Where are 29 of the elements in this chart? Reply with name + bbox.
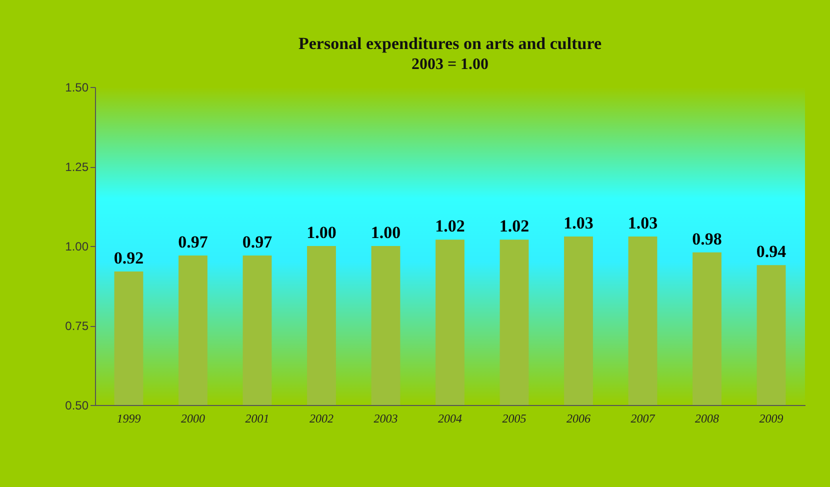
x-tick-label: 2003 <box>374 412 398 426</box>
chart-title: Personal expenditures on arts and culture <box>298 34 602 53</box>
x-tick-label: 2001 <box>245 412 270 426</box>
x-tick-label: 2009 <box>759 412 784 426</box>
y-tick-label: 1.00 <box>65 240 89 254</box>
x-tick-label: 1999 <box>116 412 141 426</box>
data-label: 1.03 <box>564 213 594 232</box>
x-tick-label: 2004 <box>438 412 462 426</box>
data-label: 1.00 <box>306 223 336 242</box>
data-label: 1.03 <box>628 213 658 232</box>
x-tick-label: 2005 <box>502 412 526 426</box>
data-label: 0.94 <box>756 242 787 262</box>
x-tick-label: 2002 <box>309 412 334 426</box>
x-tick-label: 2008 <box>695 412 720 426</box>
x-tick-label: 2000 <box>180 412 205 426</box>
chart-subtitle: 2003 = 1.00 <box>411 56 489 73</box>
data-label: 0.97 <box>178 232 208 252</box>
data-label: 1.02 <box>435 216 465 236</box>
data-label: 0.97 <box>242 232 273 252</box>
y-tick-label: 0.50 <box>65 398 89 412</box>
y-tick-label: 1.25 <box>65 160 89 174</box>
data-label: 1.02 <box>499 216 530 236</box>
x-tick-label: 2007 <box>630 412 656 426</box>
x-tick-label: 2006 <box>566 412 591 426</box>
data-label: 0.92 <box>114 248 144 268</box>
y-tick-label: 0.75 <box>65 319 89 333</box>
y-tick-label: 1.50 <box>65 80 89 94</box>
data-label: 1.00 <box>370 223 401 242</box>
data-label: 0.98 <box>692 229 722 248</box>
